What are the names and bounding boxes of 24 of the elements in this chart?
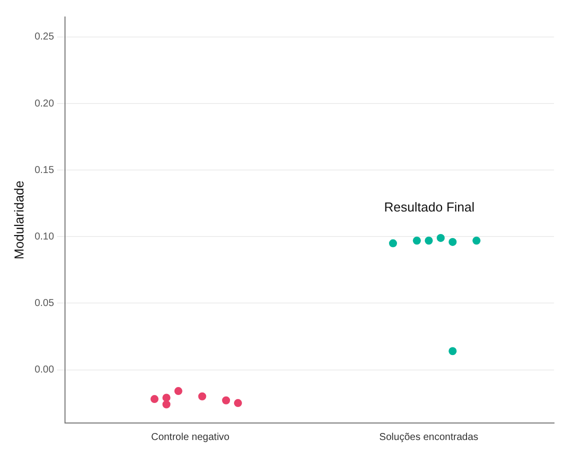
point	[174, 387, 182, 396]
point	[448, 347, 457, 356]
point	[234, 399, 242, 408]
y-tick-label: 0.00	[34, 364, 54, 376]
point	[162, 394, 170, 402]
point	[150, 395, 159, 404]
x-tick-label: Controle negativo	[151, 432, 230, 443]
point	[412, 236, 421, 245]
y-tick-label: 0.20	[34, 98, 54, 110]
y-tick-label: 0.05	[34, 298, 54, 309]
y-tick-label: 0.25	[34, 32, 54, 43]
point	[198, 392, 206, 400]
point	[222, 396, 230, 404]
point	[436, 234, 445, 242]
annotation: Resultado Final	[384, 199, 475, 214]
point	[424, 236, 433, 245]
y-tick-label: 0.15	[34, 164, 54, 176]
x-tick-label: Soluções encontradas	[379, 432, 478, 443]
y-axis-title: Modularidade	[11, 180, 26, 260]
point	[389, 239, 398, 248]
y-tick-label: 0.10	[34, 231, 54, 242]
point	[448, 238, 457, 246]
point	[472, 236, 480, 245]
point	[162, 400, 170, 408]
